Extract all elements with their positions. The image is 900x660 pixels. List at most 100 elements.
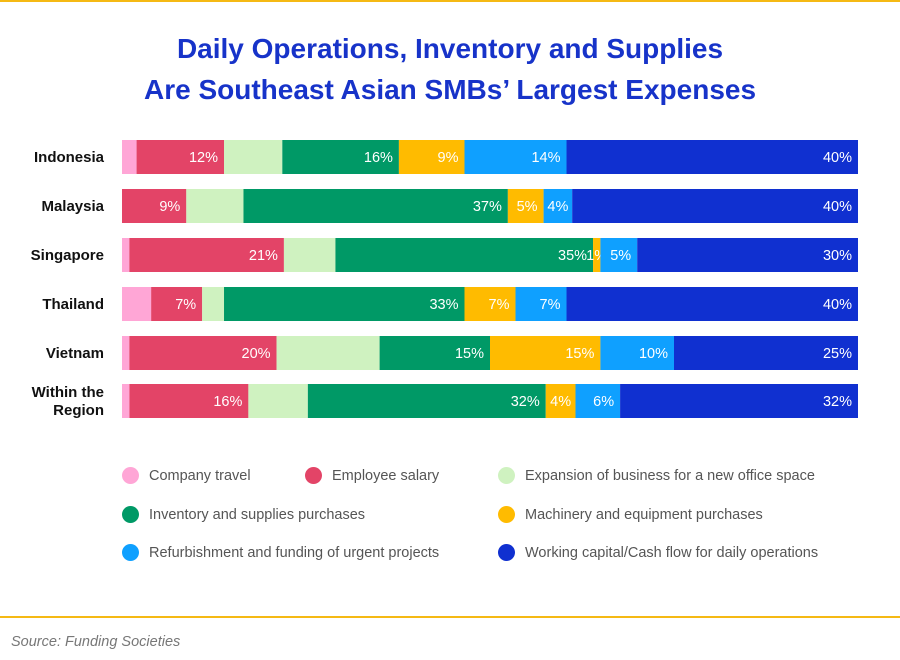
legend-swatch-icon	[498, 506, 515, 523]
bar-segment	[307, 384, 546, 418]
chart-title: Daily Operations, Inventory and Supplies…	[0, 28, 900, 110]
data-label: 9%	[438, 150, 459, 166]
data-label: 21%	[249, 248, 278, 264]
data-label: 32%	[823, 394, 852, 410]
data-label: 15%	[455, 346, 484, 362]
category-label: Singapore	[31, 247, 104, 264]
bar-segment	[122, 140, 137, 174]
bar-segment	[122, 238, 130, 272]
bar-segment	[276, 336, 380, 370]
data-label: 4%	[550, 394, 571, 410]
legend-item: Machinery and equipment purchases	[498, 506, 763, 523]
bar-segment	[572, 189, 858, 223]
category-label: Within the	[32, 384, 104, 401]
bar-segment	[515, 287, 567, 321]
category-label: Thailand	[42, 296, 104, 313]
data-label: 7%	[489, 297, 510, 313]
data-label: 33%	[429, 297, 458, 313]
legend-item: Working capital/Cash flow for daily oper…	[498, 544, 818, 561]
legend-item: Refurbishment and funding of urgent proj…	[122, 544, 439, 561]
data-label: 14%	[531, 150, 560, 166]
bar-segment	[379, 336, 490, 370]
bar-segment	[224, 140, 283, 174]
legend-item: Company travel	[122, 467, 251, 484]
bar-segment	[566, 140, 858, 174]
bar-segment	[620, 384, 858, 418]
category-label: Vietnam	[46, 345, 104, 362]
data-label: 20%	[242, 346, 271, 362]
data-label: 16%	[213, 394, 242, 410]
legend-swatch-icon	[122, 544, 139, 561]
bar-segment	[122, 336, 130, 370]
data-label: 7%	[540, 297, 561, 313]
title-line-1: Daily Operations, Inventory and Supplies	[176, 33, 724, 64]
legend-item: Employee salary	[305, 467, 439, 484]
data-label: 37%	[473, 199, 502, 215]
bar-segment	[600, 238, 638, 272]
bar-segment	[283, 238, 336, 272]
bar-segment	[566, 287, 858, 321]
title-line-2: Are Southeast Asian SMBs’ Largest Expens…	[143, 74, 757, 105]
data-label: 4%	[547, 199, 568, 215]
data-label: 40%	[823, 199, 852, 215]
data-label: 5%	[610, 248, 631, 264]
bar-segment	[464, 140, 567, 174]
bar-segment	[575, 384, 621, 418]
legend-label: Machinery and equipment purchases	[525, 506, 763, 523]
data-label: 35%	[558, 248, 587, 264]
bar-segment	[464, 287, 516, 321]
bar-segment	[243, 189, 508, 223]
top-rule	[0, 0, 900, 2]
bar-segment	[151, 287, 203, 321]
bar-segment	[637, 238, 858, 272]
bar-segment	[129, 384, 249, 418]
bar-segment	[545, 384, 576, 418]
data-label: 10%	[639, 346, 668, 362]
data-label: 25%	[823, 346, 852, 362]
bar-segment	[186, 189, 244, 223]
legend-label: Refurbishment and funding of urgent proj…	[149, 544, 440, 561]
bar-segment	[282, 140, 399, 174]
bottom-rule	[0, 616, 900, 618]
data-label: 12%	[189, 150, 218, 166]
bar-segment	[600, 336, 674, 370]
data-label: 9%	[159, 199, 180, 215]
data-label: 40%	[823, 150, 852, 166]
bar-segment	[335, 238, 594, 272]
legend-label: Company travel	[149, 467, 251, 484]
legend-item: Inventory and supplies purchases	[122, 506, 365, 523]
legend-label: Expansion of business for a new office s…	[525, 467, 815, 484]
data-label: 6%	[593, 394, 614, 410]
bar-segment	[202, 287, 225, 321]
data-label: 16%	[364, 150, 393, 166]
data-label: 30%	[823, 248, 852, 264]
bar-segment	[593, 238, 601, 272]
bar-segment	[490, 336, 601, 370]
data-label: 15%	[565, 346, 594, 362]
bar-segment	[129, 238, 284, 272]
bar-segment	[129, 336, 277, 370]
data-label: 32%	[511, 394, 540, 410]
legend-swatch-icon	[498, 467, 515, 484]
legend-label: Inventory and supplies purchases	[149, 506, 366, 523]
data-label: 40%	[823, 297, 852, 313]
bar-segment	[674, 336, 858, 370]
legend-swatch-icon	[498, 544, 515, 561]
bar-segment	[248, 384, 308, 418]
bar-segment	[543, 189, 573, 223]
category-label: Region	[53, 402, 104, 419]
legend-label: Working capital/Cash flow for daily oper…	[525, 544, 819, 561]
data-label: 7%	[175, 297, 196, 313]
bar-segment	[136, 140, 225, 174]
bar-segment	[122, 189, 187, 223]
category-label: Malaysia	[41, 198, 104, 215]
bar-segment	[122, 287, 152, 321]
bar-chart: Indonesia 12% 16% 9% 14% 40% Malaysia 9% 37% 5% 4%…	[31, 140, 858, 419]
bar-segment	[122, 384, 130, 418]
bar-segment	[398, 140, 465, 174]
bar-segment	[507, 189, 544, 223]
source-note: Source: Funding Societies	[11, 634, 181, 650]
legend-label: Employee salary	[332, 467, 440, 484]
legend-swatch-icon	[122, 467, 139, 484]
